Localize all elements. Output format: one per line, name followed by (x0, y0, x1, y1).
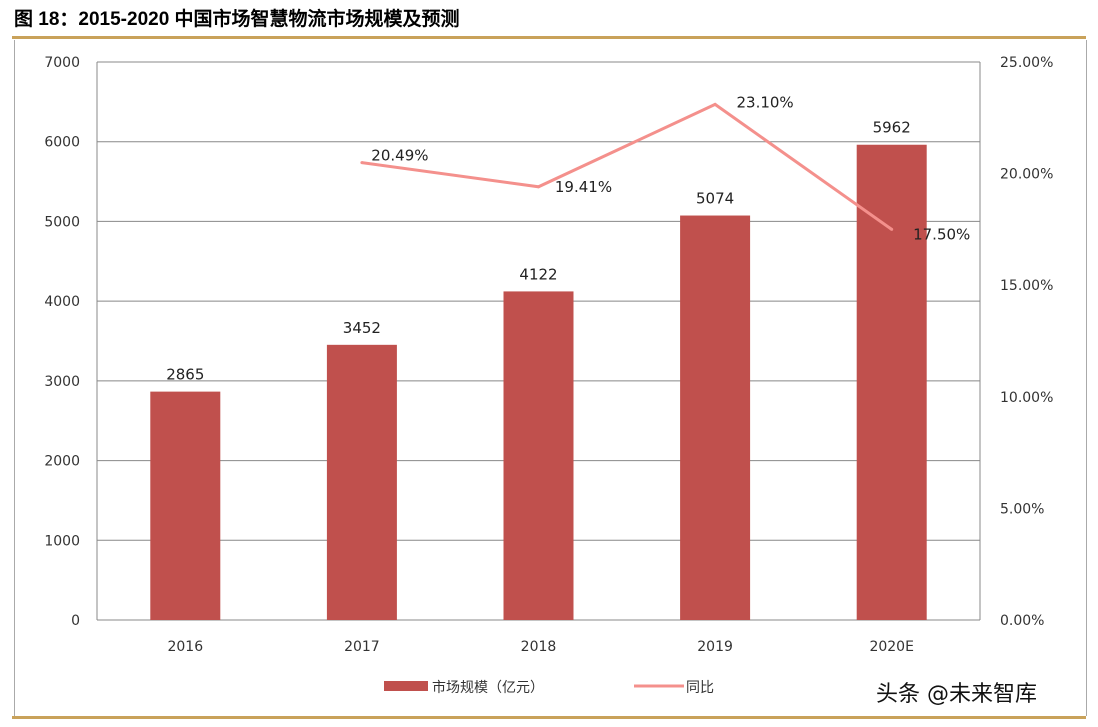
bar (856, 144, 927, 621)
bar-data-label: 3452 (343, 319, 381, 337)
y-tick-label: 0 (71, 613, 80, 629)
y-tick-label: 2000 (44, 454, 80, 470)
chart-frame (14, 40, 1087, 716)
line-data-label: 19.41% (555, 178, 612, 196)
legend-label-bar: 市场规模（亿元） (432, 679, 544, 696)
y-tick-label: 4000 (44, 294, 80, 310)
x-tick-label: 2016 (167, 639, 203, 655)
line-point (713, 102, 717, 106)
line-data-label: 23.10% (736, 93, 793, 111)
x-tick-label: 2019 (697, 639, 733, 655)
chart-title: 图 18：2015-2020 中国市场智慧物流市场规模及预测 (14, 9, 460, 30)
line-point (890, 227, 894, 231)
bar-data-label: 5962 (873, 119, 911, 137)
y-tick-label: 7000 (44, 55, 80, 71)
y2-tick-label: 0.00% (1000, 613, 1044, 629)
x-tick-label: 2018 (521, 639, 557, 655)
legend-label-line: 同比 (686, 680, 714, 696)
y2-tick-label: 15.00% (1000, 278, 1053, 294)
y-tick-label: 5000 (44, 214, 80, 230)
y-tick-label: 1000 (44, 533, 80, 549)
line-point (537, 185, 540, 189)
x-tick-label: 2017 (344, 639, 380, 655)
y2-tick-label: 25.00% (1000, 55, 1053, 71)
x-tick-label: 2020E (869, 639, 913, 655)
bottom-rule (12, 716, 1086, 719)
bar-data-label: 4122 (519, 265, 557, 283)
bar (680, 215, 751, 620)
y2-tick-label: 10.00% (1000, 390, 1053, 406)
legend-swatch-bar (384, 681, 428, 691)
y2-tick-label: 5.00% (1000, 501, 1044, 517)
y-tick-label: 6000 (44, 135, 80, 151)
top-rule (12, 36, 1086, 39)
y-tick-label: 3000 (44, 374, 80, 390)
bar-data-label: 5074 (696, 190, 734, 208)
bar-data-label: 2865 (166, 366, 204, 384)
bar (503, 291, 574, 620)
bar (150, 391, 221, 620)
line-point (360, 161, 364, 165)
line-series (361, 102, 893, 231)
bar (326, 344, 397, 620)
line-data-label: 17.50% (913, 225, 970, 243)
line-data-label: 20.49% (371, 147, 428, 165)
watermark: 头条 @未来智库 (876, 682, 1037, 707)
y2-tick-label: 20.00% (1000, 167, 1053, 183)
